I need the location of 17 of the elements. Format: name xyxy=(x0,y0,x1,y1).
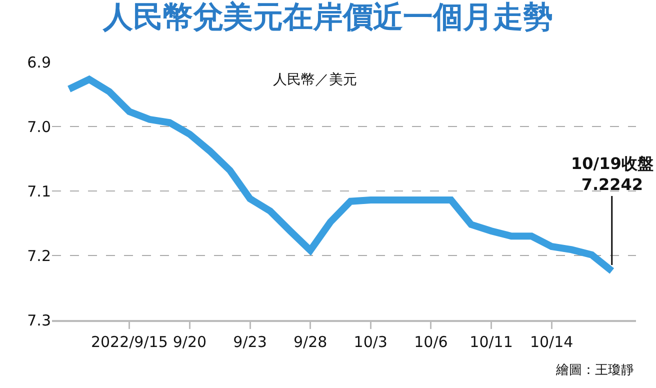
x-tick-label: 10/3 xyxy=(354,333,388,351)
text: 繪圖：王瓊靜 xyxy=(555,363,634,378)
x-tick-label: 10/11 xyxy=(470,333,513,351)
x-tick-label: 10/6 xyxy=(414,333,448,351)
x-tick-label: 9/23 xyxy=(233,333,267,351)
x-tick-label: 2022/9/15 xyxy=(90,333,168,351)
y-tick-label: 7.3 xyxy=(27,311,51,330)
x-tick-label: 9/20 xyxy=(172,333,207,351)
y-tick-label: 6.9 xyxy=(27,53,51,72)
y-tick-label: 7.2 xyxy=(27,246,51,265)
y-tick-label: 7.1 xyxy=(27,182,51,200)
chart-title: 人民幣兌美元在岸價近一個月走勢 xyxy=(102,0,553,35)
x-tick-label: 10/14 xyxy=(530,333,574,351)
x-tick-label: 9/28 xyxy=(293,333,328,351)
y-tick-label: 7.0 xyxy=(27,118,51,136)
annotation: 10/19收盤 7.2242 xyxy=(571,154,654,194)
y-axis-title: 人民幣／美元 xyxy=(273,72,357,88)
